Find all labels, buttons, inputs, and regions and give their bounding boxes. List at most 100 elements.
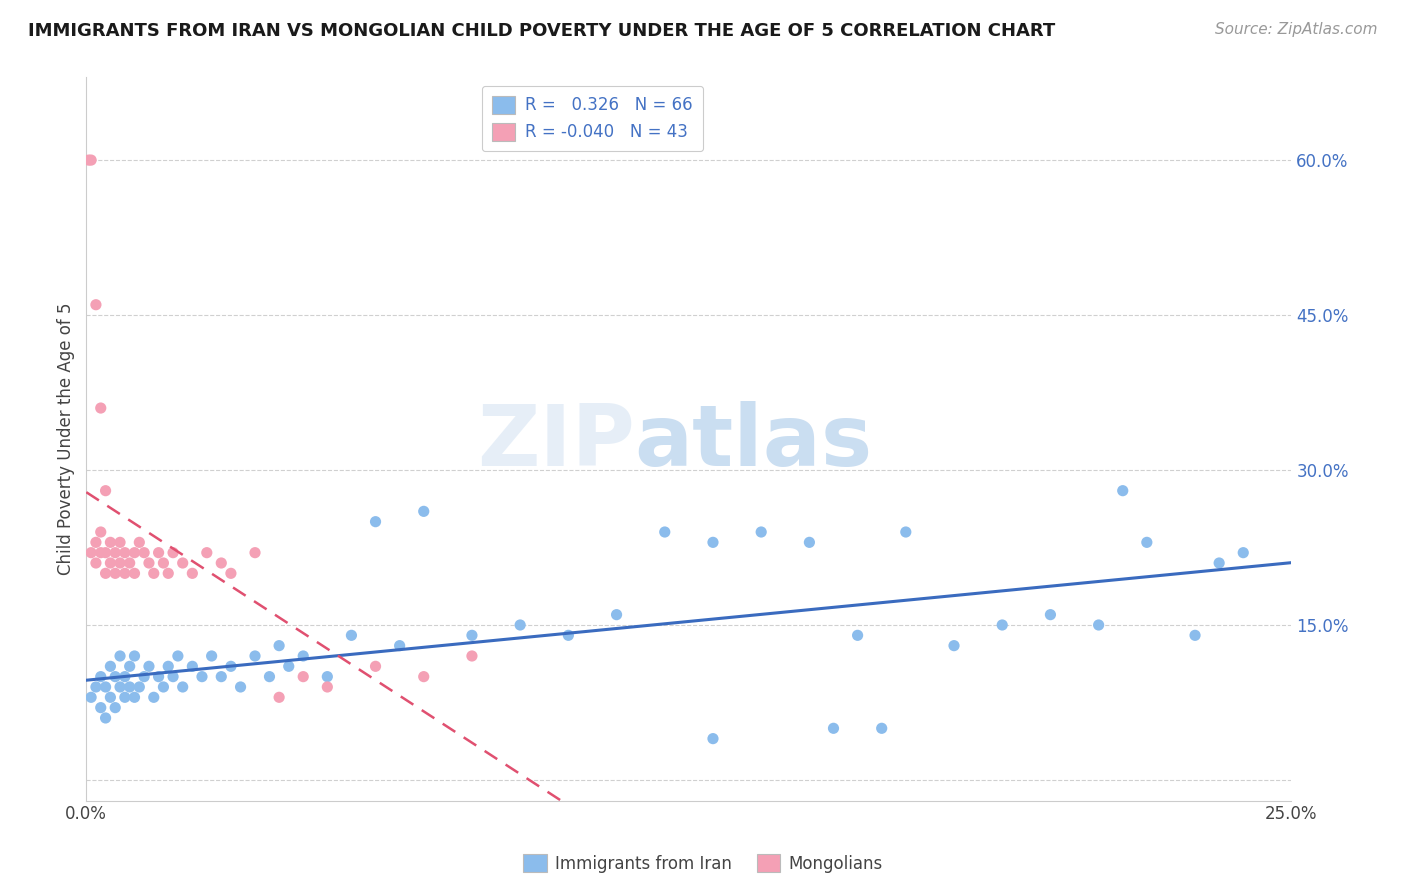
Point: [138, 556, 160, 570]
Point: [162, 546, 184, 560]
Point: [606, 607, 628, 622]
Point: [114, 690, 136, 705]
Point: [84, 535, 107, 549]
Point: [412, 670, 434, 684]
Point: [846, 628, 869, 642]
Point: [209, 670, 232, 684]
Point: [128, 680, 150, 694]
Point: [90, 524, 112, 539]
Point: [702, 535, 724, 549]
Point: [124, 546, 146, 560]
Point: [94, 483, 117, 498]
Point: [172, 556, 194, 570]
Point: [152, 556, 174, 570]
Point: [191, 670, 214, 684]
Point: [209, 556, 232, 570]
Point: [124, 566, 146, 581]
Point: [167, 648, 190, 663]
Point: [90, 700, 112, 714]
Point: [1087, 618, 1109, 632]
Y-axis label: Child Poverty Under the Age of 5: Child Poverty Under the Age of 5: [58, 302, 75, 575]
Point: [340, 628, 363, 642]
Point: [84, 556, 107, 570]
Point: [1112, 483, 1135, 498]
Point: [134, 546, 156, 560]
Point: [104, 546, 127, 560]
Point: [84, 680, 107, 694]
Legend: R =   0.326   N = 66, R = -0.040   N = 43: R = 0.326 N = 66, R = -0.040 N = 43: [482, 86, 703, 152]
Point: [100, 535, 122, 549]
Point: [229, 680, 252, 694]
Point: [991, 618, 1014, 632]
Point: [799, 535, 821, 549]
Point: [128, 535, 150, 549]
Point: [90, 546, 112, 560]
Point: [148, 546, 170, 560]
Point: [94, 680, 117, 694]
Point: [118, 680, 141, 694]
Point: [243, 648, 266, 663]
Point: [142, 566, 165, 581]
Point: [388, 639, 411, 653]
Text: IMMIGRANTS FROM IRAN VS MONGOLIAN CHILD POVERTY UNDER THE AGE OF 5 CORRELATION C: IMMIGRANTS FROM IRAN VS MONGOLIAN CHILD …: [28, 22, 1056, 40]
Point: [157, 659, 180, 673]
Text: ZIP: ZIP: [477, 401, 634, 484]
Point: [80, 546, 103, 560]
Point: [364, 515, 387, 529]
Point: [823, 721, 845, 735]
Point: [870, 721, 893, 735]
Point: [316, 680, 339, 694]
Point: [749, 524, 772, 539]
Point: [124, 690, 146, 705]
Point: [461, 648, 484, 663]
Point: [77, 153, 100, 167]
Point: [104, 700, 127, 714]
Point: [142, 690, 165, 705]
Point: [277, 659, 299, 673]
Point: [114, 546, 136, 560]
Point: [108, 680, 131, 694]
Point: [94, 711, 117, 725]
Point: [114, 566, 136, 581]
Point: [80, 690, 103, 705]
Point: [364, 659, 387, 673]
Point: [94, 546, 117, 560]
Point: [316, 670, 339, 684]
Point: [894, 524, 917, 539]
Point: [124, 648, 146, 663]
Point: [269, 639, 291, 653]
Point: [90, 401, 112, 415]
Point: [702, 731, 724, 746]
Point: [201, 648, 224, 663]
Point: [557, 628, 579, 642]
Point: [108, 535, 131, 549]
Point: [259, 670, 281, 684]
Text: atlas: atlas: [634, 401, 873, 484]
Point: [118, 659, 141, 673]
Point: [181, 566, 204, 581]
Point: [943, 639, 966, 653]
Point: [219, 566, 242, 581]
Text: Source: ZipAtlas.com: Source: ZipAtlas.com: [1215, 22, 1378, 37]
Point: [114, 670, 136, 684]
Point: [148, 670, 170, 684]
Point: [138, 659, 160, 673]
Point: [1208, 556, 1230, 570]
Point: [104, 670, 127, 684]
Point: [104, 566, 127, 581]
Point: [1232, 546, 1254, 560]
Point: [100, 690, 122, 705]
Point: [172, 680, 194, 694]
Point: [152, 680, 174, 694]
Point: [195, 546, 218, 560]
Point: [162, 670, 184, 684]
Point: [269, 690, 291, 705]
Point: [219, 659, 242, 673]
Point: [292, 670, 315, 684]
Point: [292, 648, 315, 663]
Point: [461, 628, 484, 642]
Point: [100, 659, 122, 673]
Point: [412, 504, 434, 518]
Point: [90, 670, 112, 684]
Point: [509, 618, 531, 632]
